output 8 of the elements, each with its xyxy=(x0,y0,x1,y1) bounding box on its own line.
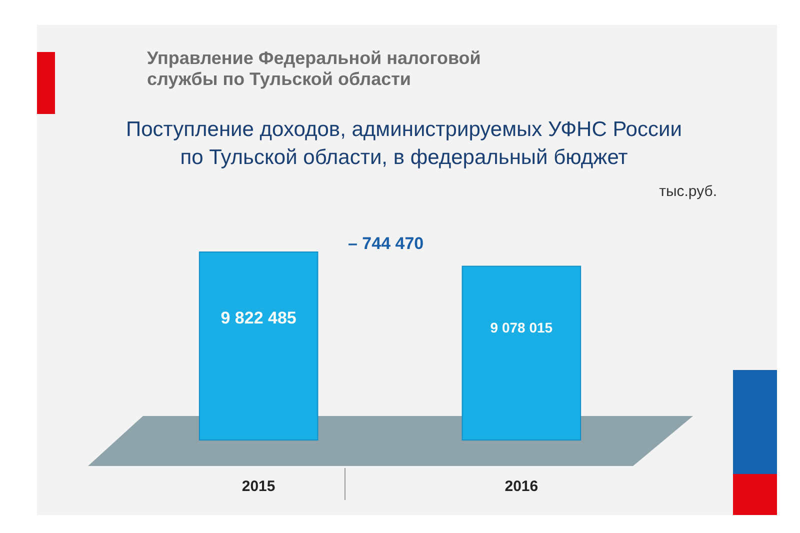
text: тыс.руб. xyxy=(659,183,717,200)
x-tick-label: 2015 xyxy=(242,478,276,495)
annotation: – 744 470 xyxy=(348,234,424,253)
chart-subtitle: Управление Федеральной налоговой службы по Тульской области xyxy=(147,48,481,89)
chart-title: Поступление доходов, администрируемых УФНС России по Тульской области, в федеральный бюджет xyxy=(126,118,682,169)
x-tick-label: 2016 xyxy=(504,478,538,495)
data-label: 9 078 015 xyxy=(490,319,553,336)
data-label: 9 822 485 xyxy=(220,308,296,328)
